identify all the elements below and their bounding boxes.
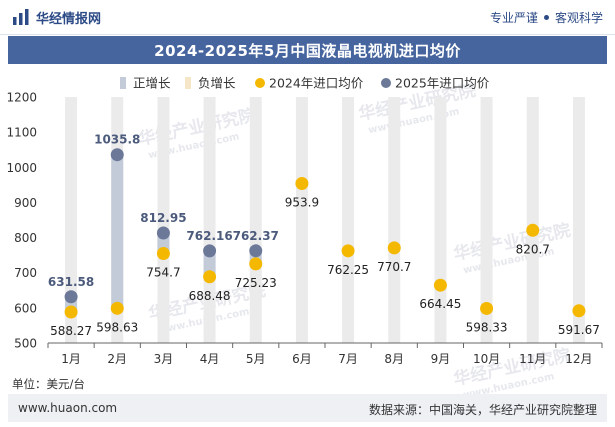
- label-2024: 591.67: [558, 323, 600, 337]
- x-tick-label: 7月: [338, 352, 358, 366]
- point-2025: [249, 244, 263, 258]
- bar-track: [203, 97, 216, 343]
- label-2024: 598.63: [96, 320, 138, 334]
- bar-track: [249, 97, 262, 343]
- bar-track: [480, 97, 493, 343]
- x-tick-label: 9月: [431, 352, 451, 366]
- label-2025: 631.58: [48, 275, 94, 289]
- label-2024: 770.7: [377, 260, 411, 274]
- label-2024: 953.9: [285, 195, 319, 209]
- x-axis: 1月 2月 3月 4月 5月 6月 7月 8月 9月 10月 11月 12月: [47, 342, 603, 366]
- label-2025: 812.95: [140, 211, 186, 225]
- legend-label: 负增长: [198, 76, 236, 91]
- x-tick-label: 3月: [154, 352, 174, 366]
- x-tick-label: 4月: [200, 352, 220, 366]
- point-2024: [64, 305, 78, 319]
- x-tick-label: 6月: [292, 352, 312, 366]
- point-2024: [156, 246, 170, 260]
- bar-track: [526, 97, 539, 343]
- positive-change-bar: [111, 154, 124, 309]
- y-tick-label: 800: [14, 231, 37, 245]
- y-tick-label: 700: [14, 266, 37, 280]
- point-2024: [203, 270, 217, 284]
- unit-label: 单位：美元/台: [12, 377, 85, 391]
- tagline-separator-dot-icon: [543, 15, 549, 20]
- point-2024: [433, 278, 447, 292]
- legend-label: 2024年进口均价: [269, 76, 364, 91]
- label-2025: 762.37: [233, 229, 279, 243]
- legend-label: 2025年进口均价: [395, 76, 490, 91]
- brand-logo-icon: [13, 9, 29, 25]
- label-2025: 762.16: [186, 229, 232, 243]
- y-tick-label: 1000: [6, 161, 37, 175]
- legend-swatch: [120, 77, 126, 89]
- bar-track: [65, 97, 78, 343]
- x-tick-label: 10月: [473, 352, 500, 366]
- label-2024: 820.7: [516, 242, 550, 256]
- x-tick-label: 11月: [519, 352, 546, 366]
- chart-title: 2024-2025年5月中国液晶电视机进口均价: [154, 41, 461, 60]
- bar-track: [388, 97, 401, 343]
- tagline: 专业严谨 客观科学: [490, 9, 603, 26]
- y-tick-label: 600: [14, 301, 37, 315]
- y-axis: 500 600 700 800 900 1000 1100 1200: [6, 91, 37, 351]
- x-tick-label: 5月: [246, 352, 266, 366]
- point-2024: [526, 223, 540, 237]
- positive-change-bar: [203, 250, 216, 277]
- brand-name: 华经情报网: [36, 11, 102, 27]
- legend-dot: [255, 78, 265, 88]
- footer: www.huaon.com 数据来源：中国海关，华经产业研究院整理: [8, 394, 607, 422]
- top-bar: 华经情报网 专业严谨 客观科学: [0, 0, 615, 35]
- label-2024: 664.45: [419, 297, 461, 311]
- y-tick-label: 900: [14, 196, 37, 210]
- label-2025: 1035.8: [94, 133, 140, 147]
- label-2024: 725.23: [235, 276, 277, 290]
- point-2025: [156, 226, 170, 240]
- y-tick-label: 1200: [6, 91, 37, 105]
- tagline-left: 专业严谨: [489, 11, 538, 25]
- label-2024: 598.33: [466, 320, 508, 334]
- bar-track: [342, 97, 355, 343]
- point-2024: [110, 301, 124, 315]
- point-2025: [110, 148, 124, 162]
- legend-dot: [381, 78, 391, 88]
- legend: 正增长 负增长 2024年进口均价 2025年进口均价: [120, 76, 490, 91]
- label-2024: 754.7: [146, 265, 180, 279]
- x-tick-label: 1月: [61, 352, 81, 366]
- point-2024: [341, 244, 355, 258]
- data-labels: 588.27 631.58 598.63 1035.8 754.7 812.95 688.4…: [48, 133, 600, 338]
- x-tick-label: 12月: [565, 352, 592, 366]
- bar-track: [572, 97, 585, 343]
- point-2025: [203, 244, 217, 258]
- point-2024: [295, 176, 309, 190]
- point-2024: [249, 257, 263, 271]
- legend-label: 正增长: [133, 76, 171, 91]
- point-2024: [480, 301, 494, 315]
- y-tick-label: 500: [14, 337, 37, 351]
- point-2025: [64, 290, 78, 304]
- bar-track: [295, 97, 308, 343]
- tagline-right: 客观科学: [554, 11, 603, 25]
- label-2024: 588.27: [50, 324, 92, 338]
- legend-swatch: [185, 77, 191, 89]
- label-2024: 688.48: [189, 289, 231, 303]
- data-points: [64, 148, 586, 319]
- point-2024: [387, 241, 401, 255]
- footer-source: 数据来源：中国海关，华经产业研究院整理: [368, 403, 597, 417]
- footer-url[interactable]: www.huaon.com: [18, 401, 118, 415]
- y-tick-label: 1100: [6, 126, 37, 140]
- label-2024: 762.25: [327, 263, 369, 277]
- x-tick-label: 2月: [107, 352, 127, 366]
- chart-title-band: 2024-2025年5月中国液晶电视机进口均价: [8, 36, 607, 64]
- point-2024: [572, 304, 586, 318]
- x-tick-label: 8月: [384, 352, 404, 366]
- brand[interactable]: 华经情报网: [12, 8, 102, 27]
- bar-track: [157, 97, 170, 343]
